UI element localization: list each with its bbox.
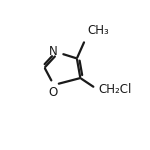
Text: O: O — [48, 86, 57, 99]
Text: CH₂Cl: CH₂Cl — [99, 83, 132, 96]
Text: N: N — [49, 45, 58, 58]
Text: CH₃: CH₃ — [87, 24, 109, 37]
